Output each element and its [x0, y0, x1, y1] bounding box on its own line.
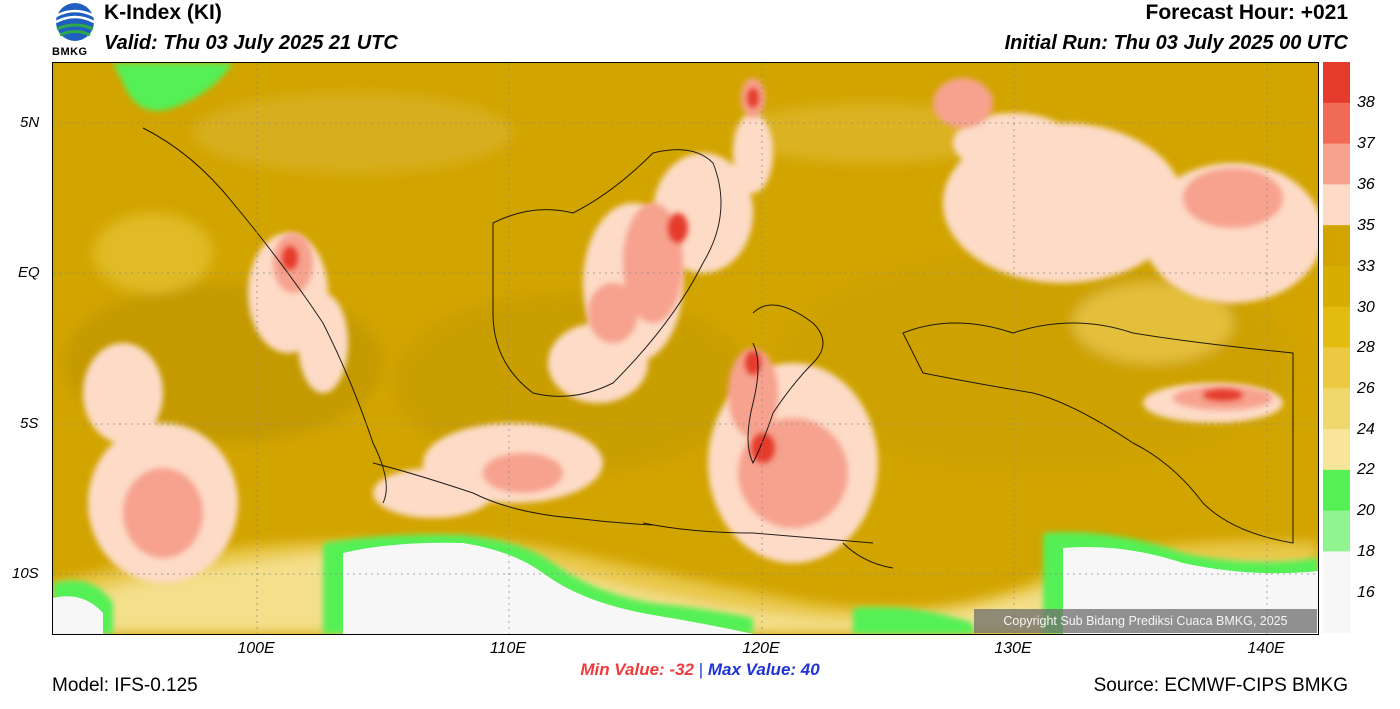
colorbar-label-26: 26 — [1357, 380, 1375, 397]
logo-text: BMKG — [52, 46, 88, 58]
initial-run: Initial Run: Thu 03 July 2025 00 UTC — [1004, 32, 1348, 54]
colorbar-label-22: 22 — [1357, 461, 1375, 478]
colorbar-segment — [1323, 62, 1350, 104]
colorbar-segment — [1323, 551, 1350, 633]
colorbar-segment — [1323, 225, 1350, 267]
k-index-map — [52, 62, 1319, 635]
colorbar-segment — [1323, 469, 1350, 512]
lon-label-100e: 100E — [237, 640, 275, 657]
colorbar-label-20: 20 — [1357, 502, 1375, 519]
colorbar-label-24: 24 — [1357, 421, 1375, 438]
colorbar-segment — [1323, 347, 1350, 389]
source-label: Source: ECMWF-CIPS BMKG — [1093, 675, 1348, 696]
colorbar-segment — [1323, 143, 1350, 185]
colorbar-label-36: 36 — [1357, 176, 1375, 193]
colorbar-label-38: 38 — [1357, 94, 1375, 111]
colorbar-label-16: 16 — [1357, 584, 1375, 601]
lon-label-120e: 120E — [742, 640, 780, 657]
colorbar-label-37: 37 — [1357, 135, 1375, 152]
max-value: Max Value: 40 — [707, 660, 820, 679]
lat-label-eq: EQ — [18, 264, 40, 281]
colorbar-label-28: 28 — [1357, 339, 1375, 356]
min-max-separator: | — [698, 660, 704, 679]
model-label: Model: IFS-0.125 — [52, 675, 198, 696]
min-value: Min Value: -32 — [580, 660, 694, 679]
colorbar — [1323, 62, 1350, 633]
colorbar-label-33: 33 — [1357, 258, 1375, 275]
lat-label-10s: 10S — [12, 565, 39, 582]
valid-time: Valid: Thu 03 July 2025 21 UTC — [104, 32, 398, 54]
colorbar-label-35: 35 — [1357, 217, 1375, 234]
map-title: K-Index (KI) — [104, 1, 222, 24]
min-max-values: Min Value: -32 | Max Value: 40 — [0, 660, 1400, 680]
colorbar-label-18: 18 — [1357, 543, 1375, 560]
colorbar-segment — [1323, 306, 1350, 348]
lat-label-5s: 5S — [20, 415, 39, 432]
lon-label-130e: 130E — [994, 640, 1032, 657]
lon-label-110e: 110E — [489, 640, 527, 657]
lat-label-5n: 5N — [20, 114, 40, 131]
lon-label-140e: 140E — [1247, 640, 1285, 657]
colorbar-segment — [1323, 102, 1350, 145]
colorbar-label-30: 30 — [1357, 299, 1375, 316]
bmkg-logo — [55, 3, 95, 41]
colorbar-segment — [1323, 429, 1350, 471]
colorbar-segment — [1323, 388, 1350, 430]
forecast-hour: Forecast Hour: +021 — [1145, 1, 1349, 24]
colorbar-segment — [1323, 184, 1350, 226]
colorbar-segment — [1323, 265, 1350, 308]
colorbar-segment — [1323, 510, 1350, 552]
copyright-notice: Copyright Sub Bidang Prediksi Cuaca BMKG… — [974, 609, 1317, 633]
